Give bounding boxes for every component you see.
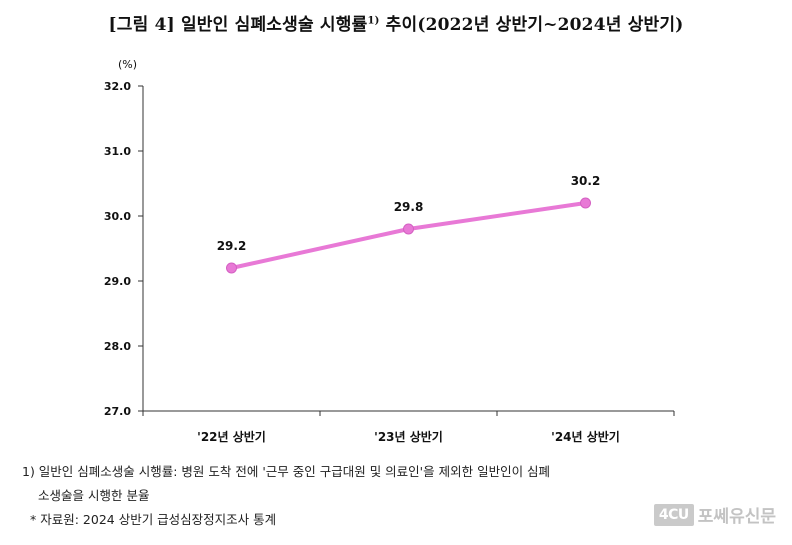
data-point bbox=[580, 197, 591, 209]
footnote-definition: 1) 일반인 심폐소생술 시행률: 병원 도착 전에 '근무 중인 구급대원 및… bbox=[22, 464, 551, 479]
chart-title-footnote-marker: 1) bbox=[367, 15, 380, 27]
y-tick-label: 29.0 bbox=[104, 275, 131, 288]
y-tick-label: 31.0 bbox=[104, 145, 131, 158]
watermark-text: 포쎄유신문 bbox=[697, 507, 776, 527]
chart-title-main: [그림 4] 일반인 심폐소생술 시행률 bbox=[108, 15, 368, 35]
chart-title-tail: 추이(2022년 상반기~2024년 상반기) bbox=[379, 15, 684, 35]
footnote-source: * 자료원: 2024 상반기 급성심장정지조사 통계 bbox=[30, 512, 277, 527]
x-tick-label: '24년 상반기 bbox=[551, 429, 620, 444]
data-point bbox=[226, 262, 237, 274]
data-label: 30.2 bbox=[571, 174, 601, 188]
watermark-logo-box: 4CU bbox=[653, 503, 694, 526]
y-tick-label: 30.0 bbox=[104, 210, 131, 223]
footnotes: 1) 일반인 심폐소생술 시행률: 병원 도착 전에 '근무 중인 구급대원 및… bbox=[22, 460, 782, 532]
data-point bbox=[403, 223, 414, 235]
y-tick-label: 28.0 bbox=[104, 340, 131, 353]
chart-title: [그림 4] 일반인 심폐소생술 시행률1) 추이(2022년 상반기~2024… bbox=[0, 10, 792, 35]
footnote-definition-continued: 소생술을 시행한 분율 bbox=[38, 488, 150, 503]
y-tick-label: 32.0 bbox=[104, 80, 131, 93]
x-tick-label: '23년 상반기 bbox=[374, 429, 443, 444]
data-label: 29.8 bbox=[394, 200, 424, 214]
y-tick-label: 27.0 bbox=[104, 405, 131, 418]
y-unit-label: (%) bbox=[118, 58, 137, 71]
line-chart: 27.0 28.0 29.0 30.0 31.0 32.0 (%) '22년 상반기 '23년 … bbox=[104, 58, 675, 444]
publisher-watermark: 4CU 포쎄유신문 bbox=[653, 502, 776, 527]
data-label: 29.2 bbox=[217, 239, 247, 253]
x-tick-label: '22년 상반기 bbox=[197, 429, 266, 444]
